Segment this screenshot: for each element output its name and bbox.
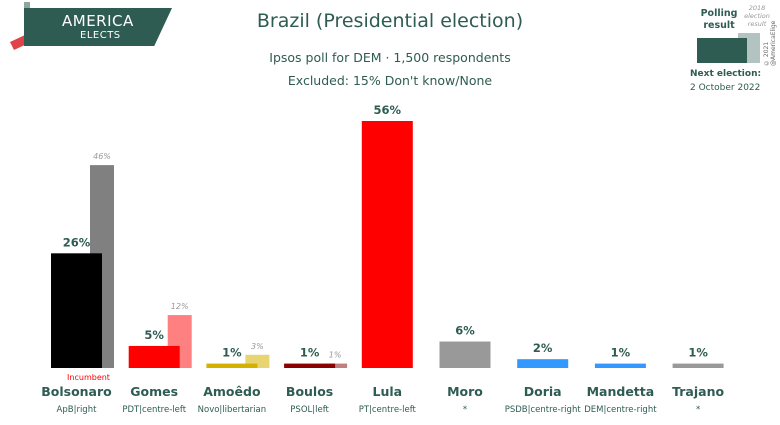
bar-poll-bolsonaro <box>51 253 102 368</box>
candidate-party-bolsonaro: ApB|right <box>57 405 98 415</box>
next-election-label: Next election: <box>690 69 762 79</box>
legend-swatches <box>697 33 760 63</box>
chart-subtitle-excluded: Excluded: 15% Don't know/None <box>287 73 493 88</box>
candidate-name-moro: Moro <box>447 384 483 399</box>
logo-line1: AMERICA <box>62 12 134 30</box>
chart-subtitle-poll: Ipsos poll for DEM · 1,500 respondents <box>269 50 511 65</box>
legend-polling-swatch <box>697 38 747 63</box>
bar-poll-trajano <box>672 363 724 368</box>
candidate-name-amoedo: Amoêdo <box>203 384 261 399</box>
legend: Polling result 2018 election result © 20… <box>680 0 780 100</box>
label-2018-amoedo: 3% <box>251 342 264 351</box>
candidate-party-doria: PSDB|centre-right <box>505 405 582 415</box>
candidate-party-mandetta: DEM|centre-right <box>584 405 657 415</box>
next-election-date: 2 October 2022 <box>690 83 761 93</box>
label-poll-mandetta: 1% <box>611 346 631 360</box>
label-2018-bolsonaro: 46% <box>93 152 111 161</box>
candidate-name-trajano: Trajano <box>672 384 724 399</box>
candidate-party-lula: PT|centre-left <box>359 405 417 415</box>
candidate-name-boulos: Boulos <box>286 384 333 399</box>
candidate-party-trajano: * <box>696 405 700 415</box>
bar-poll-amoedo <box>206 363 258 368</box>
label-poll-amoedo: 1% <box>222 346 242 360</box>
label-poll-doria: 2% <box>533 341 553 355</box>
incumbent-note: Incumbent <box>67 373 110 382</box>
candidate-name-doria: Doria <box>524 384 562 399</box>
candidate-name-gomes: Gomes <box>130 384 178 399</box>
legend-polling-label: Polling result <box>700 8 738 31</box>
candidate-name-mandetta: Mandetta <box>587 384 655 399</box>
label-poll-bolsonaro: 26% <box>63 235 91 249</box>
candidate-name-bolsonaro: Bolsonaro <box>41 384 112 399</box>
candidate-party-amoedo: Novo|libertarian <box>198 405 267 415</box>
label-poll-trajano: 1% <box>688 346 708 360</box>
label-poll-lula: 56% <box>374 103 402 117</box>
bar-poll-boulos <box>284 363 336 368</box>
label-poll-boulos: 1% <box>300 346 320 360</box>
candidate-party-boulos: PSOL|left <box>290 405 329 415</box>
bar-poll-gomes <box>128 345 180 368</box>
candidate-party-moro: * <box>463 405 467 415</box>
label-2018-gomes: 12% <box>171 302 189 311</box>
label-poll-gomes: 5% <box>144 328 164 342</box>
logo-line2: ELECTS <box>80 30 121 41</box>
legend-election-label: 2018 election result <box>744 4 770 28</box>
logo-banner <box>24 8 172 46</box>
america-elects-logo: AMERICA ELECTS <box>0 0 175 58</box>
label-2018-boulos: 1% <box>329 351 342 360</box>
candidate-party-gomes: PDT|centre-left <box>122 405 186 415</box>
bar-poll-doria <box>517 359 569 368</box>
bar-poll-mandetta <box>594 363 646 368</box>
label-poll-moro: 6% <box>455 324 475 338</box>
candidate-name-lula: Lula <box>373 384 403 399</box>
chart-title: Brazil (Presidential election) <box>256 10 524 32</box>
bar-poll-lula <box>361 121 413 368</box>
bar-poll-moro <box>439 341 491 368</box>
